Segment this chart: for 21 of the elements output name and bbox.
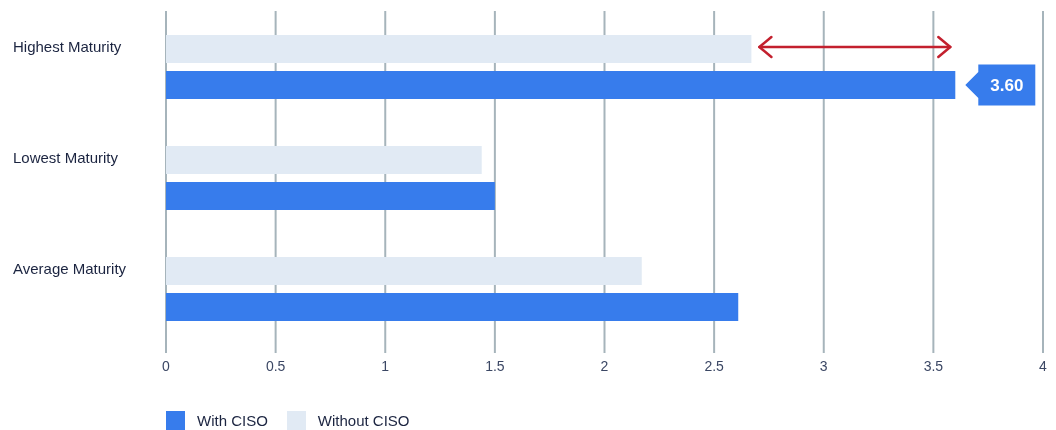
legend-label: Without CISO [317, 412, 410, 429]
bar [166, 293, 739, 321]
y-tick-label: Average Maturity [13, 259, 127, 277]
x-tick-label: 4 [1039, 357, 1048, 374]
x-tick-label: 2.5 [704, 357, 725, 374]
x-tick-label: 0 [162, 357, 171, 374]
bar [166, 182, 495, 210]
y-tick-label: Highest Maturity [13, 37, 122, 55]
legend-label: With CISO [197, 412, 268, 429]
x-tick-label: 0.5 [265, 357, 286, 374]
bar [166, 257, 642, 285]
bar [166, 146, 482, 174]
x-tick-label: 1 [381, 357, 390, 374]
x-tick-label: 3.5 [923, 357, 944, 374]
data-label: 3.60 [990, 76, 1024, 96]
x-tick-label: 1.5 [485, 357, 505, 374]
x-tick-label: 2 [600, 357, 609, 374]
bar [166, 71, 956, 99]
y-tick-label: Lowest Maturity [13, 148, 119, 166]
x-tick-label: 3 [819, 357, 828, 374]
bar [166, 35, 752, 63]
